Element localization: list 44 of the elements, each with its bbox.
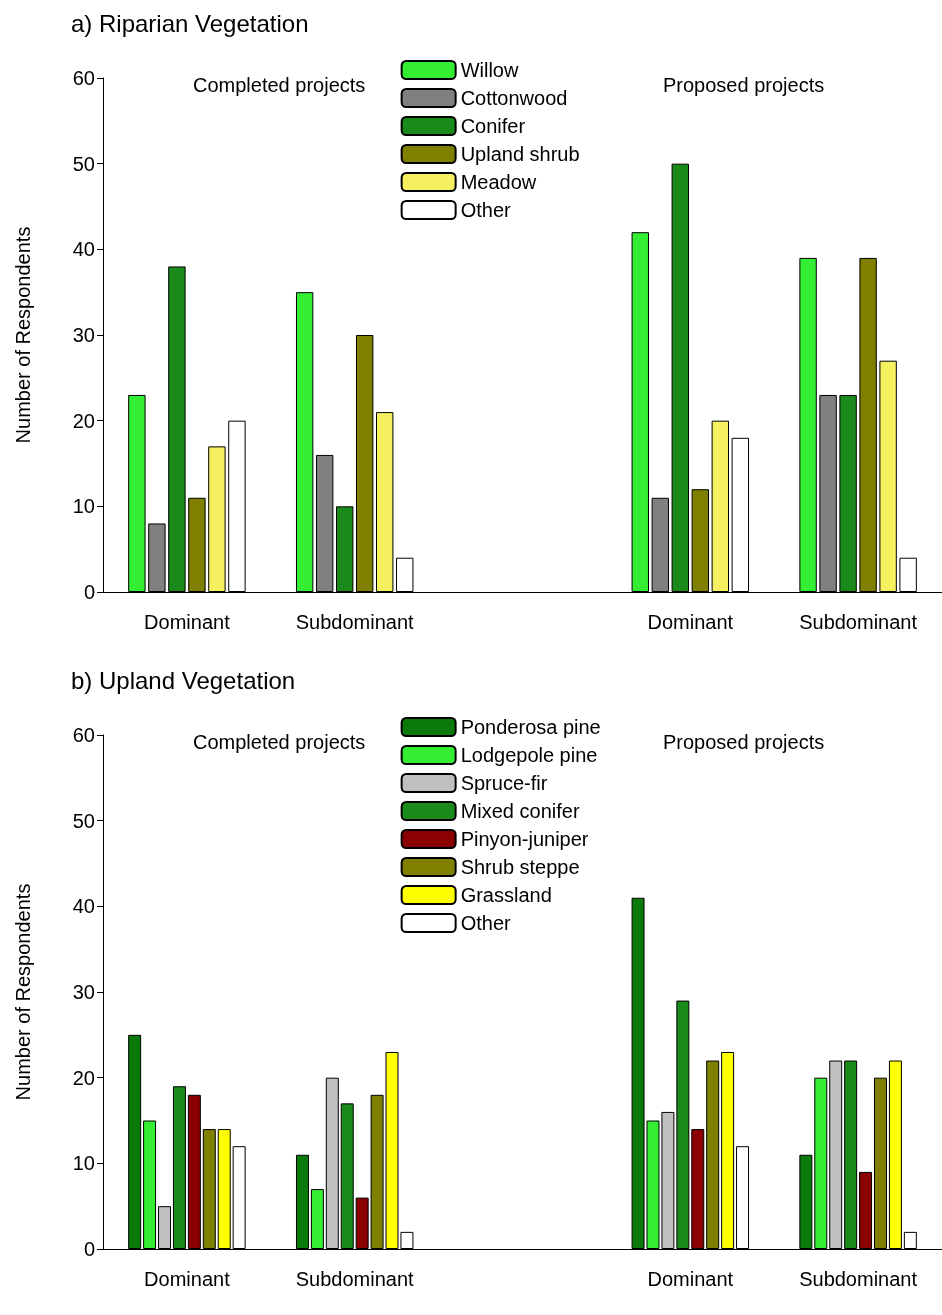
chart-title: a) Riparian Vegetation [71,9,309,37]
y-tick-label: 20 [72,1066,95,1089]
legend-label: Meadow [460,171,537,193]
y-tick-label: 60 [72,67,95,89]
legend-label: Shrub steppe [460,856,580,878]
x-tick-label: Subdominant [295,611,415,633]
y-tick-label: 30 [72,324,95,346]
annotation: Completed projects [193,74,366,96]
x-tick-label: Dominant [144,611,231,633]
y-tick-label: 0 [83,1238,95,1260]
y-tick-label: 20 [72,409,95,432]
annotation: Completed projects [193,731,366,753]
legend-label: Cottonwood [460,87,568,109]
y-tick-label: 60 [72,724,95,746]
y-tick-label: 10 [72,495,95,518]
annotation: Proposed projects [663,731,825,753]
legend-label: Pinyon-juniper [460,828,589,850]
legend-label: Grassland [460,884,552,906]
y-axis-title: Number of Respondents [12,883,34,1101]
y-axis-title: Number of Respondents [12,226,34,444]
x-tick-label: Subdominant [799,611,918,633]
y-tick-label: 50 [72,152,95,175]
x-tick-label: Subdominant [799,1268,918,1290]
y-tick-label: 40 [72,895,95,918]
x-tick-label: Dominant [144,1268,231,1290]
legend-label: Other [460,912,511,934]
legend-label: Willow [460,59,519,81]
legend-label: Lodgepole pine [460,744,598,766]
annotation: Proposed projects [663,74,825,96]
y-tick-label: 0 [83,581,95,603]
legend-label: Other [460,199,511,221]
legend-label: Spruce-fir [460,772,548,794]
x-tick-label: Subdominant [295,1268,415,1290]
y-tick-label: 50 [72,809,95,832]
x-tick-label: Dominant [647,1268,734,1290]
y-tick-label: 30 [72,981,95,1003]
legend-label: Upland shrub [460,143,580,165]
y-tick-label: 40 [72,238,95,261]
legend-label: Ponderosa pine [460,716,601,738]
chart-title: b) Upland Vegetation [71,666,296,694]
legend-label: Mixed conifer [460,800,580,822]
legend-label: Conifer [460,115,526,137]
y-tick-label: 10 [72,1152,95,1175]
x-tick-label: Dominant [647,611,734,633]
